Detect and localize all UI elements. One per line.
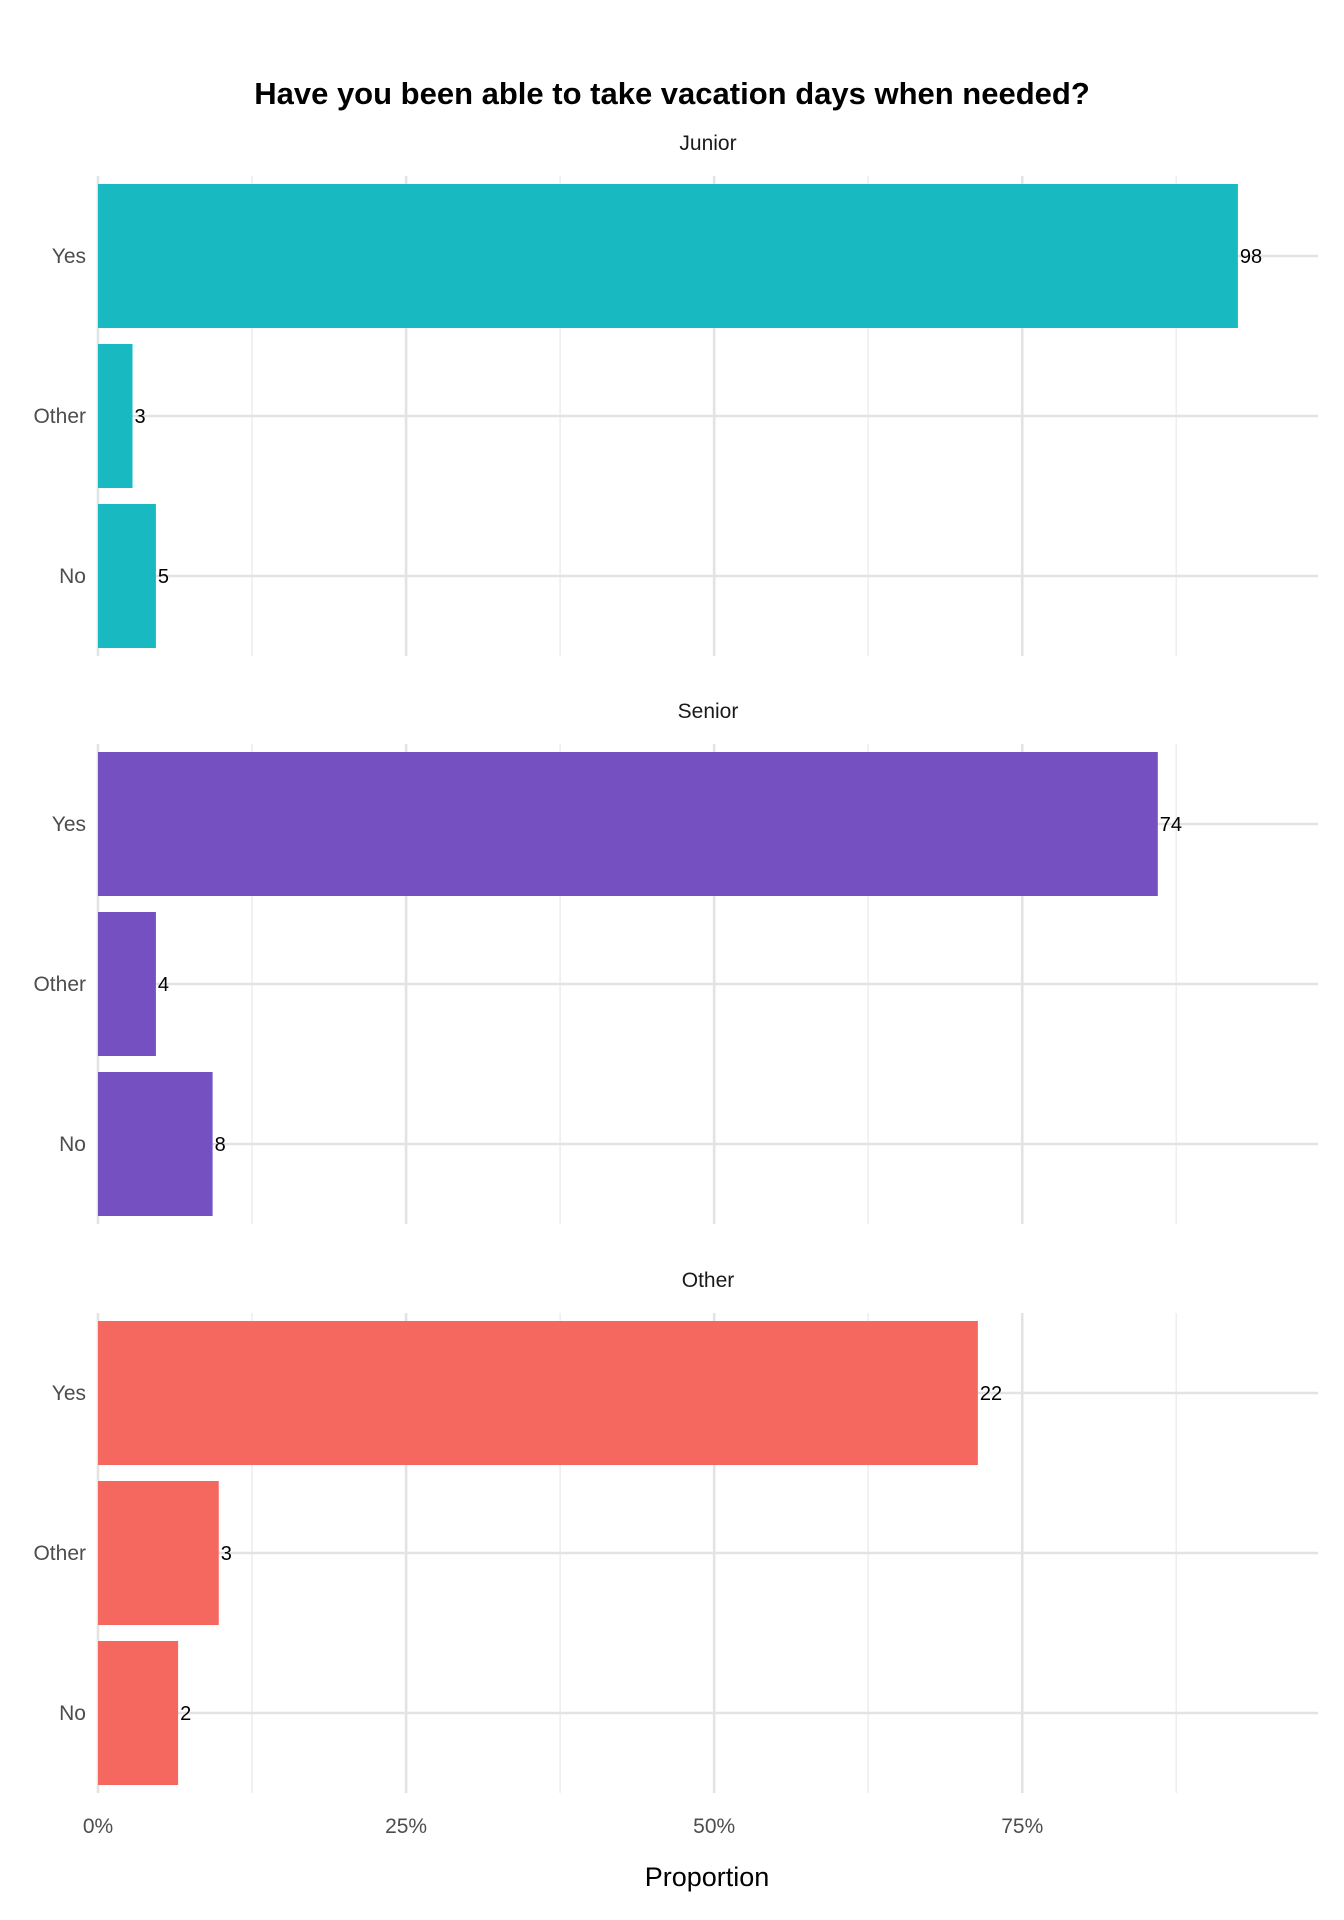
facet-panel-senior: Senior 74 Yes 4 Other 8 No <box>33 700 1318 1224</box>
facet-panel-junior: Junior 98 Yes 3 Other 5 No <box>33 132 1318 656</box>
facet-panel-other: Other 22 Yes 3 Other 2 No <box>33 1269 1318 1793</box>
y-tick-label: No <box>59 1133 86 1156</box>
y-tick-label: Yes <box>52 245 86 268</box>
x-tick-label: 50% <box>693 1815 735 1838</box>
bar-no <box>98 1072 213 1216</box>
y-tick-label: No <box>59 565 86 588</box>
data-label: 2 <box>180 1703 191 1725</box>
y-tick-label: Other <box>33 1542 86 1565</box>
data-label: 5 <box>158 566 169 588</box>
bar-yes <box>98 1321 978 1465</box>
x-tick-label: 25% <box>385 1815 427 1838</box>
y-tick-label: Yes <box>52 1382 86 1405</box>
data-label: 3 <box>221 1543 232 1565</box>
y-tick-label: Other <box>33 973 86 996</box>
x-tick-label: 75% <box>1001 1815 1043 1838</box>
data-label: 8 <box>215 1134 226 1156</box>
facet-strip-label: Other <box>682 1269 735 1292</box>
data-label: 74 <box>1160 814 1182 836</box>
y-tick-label: Other <box>33 405 86 428</box>
y-tick-label: Yes <box>52 813 86 836</box>
x-axis-label: Proportion <box>645 1862 770 1892</box>
facet-panels: Junior 98 Yes 3 Other 5 No Senior 74 Yes 4 Other 8 No… <box>33 132 1318 1793</box>
bar-yes <box>98 752 1158 896</box>
data-label: 4 <box>158 974 169 996</box>
x-tick-label: 0% <box>83 1815 113 1838</box>
chart-title: Have you been able to take vacation days… <box>254 76 1090 111</box>
y-tick-label: No <box>59 1702 86 1725</box>
data-label: 98 <box>1240 246 1262 268</box>
data-label: 3 <box>135 406 146 428</box>
bar-other <box>98 344 133 488</box>
data-label: 22 <box>980 1383 1002 1405</box>
bar-other <box>98 912 156 1056</box>
facet-strip-label: Senior <box>678 700 739 723</box>
bar-yes <box>98 184 1238 328</box>
bar-no <box>98 504 156 648</box>
x-axis: 0% 25% 50% 75% <box>83 1815 1043 1838</box>
bar-no <box>98 1641 179 1785</box>
bar-other <box>98 1481 219 1625</box>
facet-strip-label: Junior <box>679 132 736 155</box>
